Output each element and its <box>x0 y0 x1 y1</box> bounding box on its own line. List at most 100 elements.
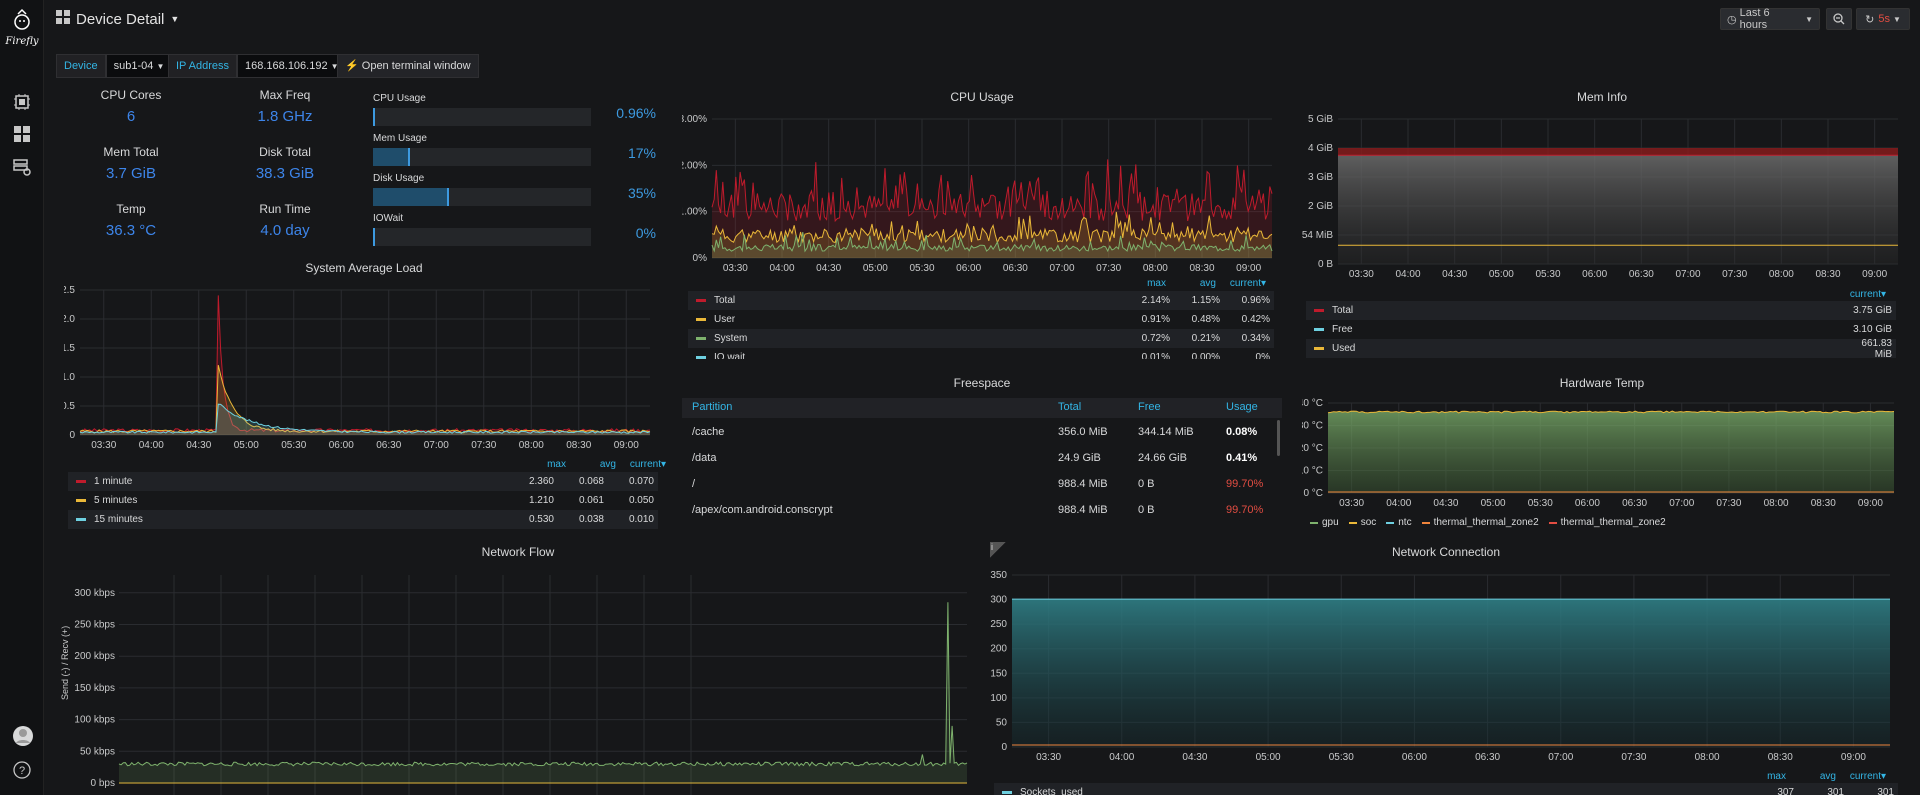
panel-info-corner[interactable] <box>990 542 1006 558</box>
legend-row[interactable]: Used 661.83 MiB <box>1306 338 1896 360</box>
stat-label: CPU Cores <box>100 88 162 102</box>
legend-col-avg: avg <box>599 459 616 470</box>
dashboard-title-text: Device Detail <box>76 10 165 28</box>
stat-value: 1.8 GHz <box>257 108 313 125</box>
legend-row[interactable]: Total 2.14% 1.15% 0.96% <box>688 291 1274 310</box>
x-tick-label: 04:00 <box>139 440 164 451</box>
x-tick-label: 03:30 <box>723 263 748 274</box>
y-tick-label: 1.5 <box>64 343 75 354</box>
gauge-fill <box>373 188 450 206</box>
legend-col-current[interactable]: current▾ <box>1849 289 1886 300</box>
y-tick-label: 0 B <box>1318 259 1333 270</box>
legend-item[interactable]: gpu <box>1310 517 1339 528</box>
hardware-temp-chart[interactable]: 0 °C 10 °C 20 °C 30 °C 40 °C 03:30 04:00 04:30 0… <box>1302 398 1900 508</box>
device-var-value[interactable]: sub1-04 ▼ <box>105 54 173 78</box>
legend-row[interactable]: User 0.91% 0.48% 0.42% <box>688 310 1274 329</box>
table-row[interactable]: / 988.4 MiB 0 B 99.70% <box>682 472 1282 498</box>
dashboard-grid-icon <box>56 10 70 28</box>
stat-label: Disk Total <box>259 145 311 159</box>
help-icon[interactable]: ? <box>12 760 32 780</box>
freespace-title[interactable]: Freespace <box>953 376 1011 390</box>
col-total[interactable]: Total <box>1058 401 1082 413</box>
table-row[interactable]: /cache 356.0 MiB 344.14 MiB 0.08% <box>682 420 1282 446</box>
legend-row[interactable]: System 0.72% 0.21% 0.34% <box>688 329 1274 348</box>
legend-swatch <box>696 356 706 359</box>
dashboard-grid-icon[interactable] <box>12 124 32 144</box>
legend-row[interactable]: IO wait 0.01% 0.00% 0% <box>688 348 1274 359</box>
ip-address-variable[interactable]: IP Address 168.168.106.192 ▼ <box>168 54 347 78</box>
series-5min-line <box>79 364 651 434</box>
legend-item[interactable]: thermal_thermal_zone2 <box>1421 517 1539 528</box>
chip-icon[interactable] <box>12 92 32 112</box>
network-flow-chart[interactable]: 0 bps 50 kbps 100 kbps 150 kbps 200 kbps 250 … <box>64 568 972 795</box>
legend-row[interactable]: Sockets_used 307 301 301 <box>994 783 1898 795</box>
legend-current: 3.10 GiB <box>1853 324 1892 335</box>
dashboard-title[interactable]: Device Detail ▼ <box>56 10 179 28</box>
cpu-usage-chart[interactable]: 0% 1.00% 2.00% 3.00% 03:30 04:00 04:30 05:00 05:… <box>682 112 1274 277</box>
y-tick-label: 0 <box>1001 742 1007 753</box>
y-tick-label: 954 MiB <box>1302 230 1333 241</box>
time-range-picker[interactable]: ◷ Last 6 hours ▼ <box>1720 7 1820 31</box>
legend-col-current[interactable]: current▾ <box>1849 771 1886 782</box>
user-avatar-icon[interactable] <box>12 725 33 746</box>
col-free[interactable]: Free <box>1138 401 1161 413</box>
cpu-usage-title[interactable]: CPU Usage <box>950 90 1014 104</box>
legend-item[interactable]: soc <box>1348 517 1376 528</box>
caret-down-icon: ▼ <box>1805 14 1813 24</box>
legend-row[interactable]: 15 minutes 0.530 0.038 0.010 <box>68 510 658 529</box>
server-settings-icon[interactable] <box>12 157 32 177</box>
legend-item[interactable]: thermal_thermal_zone2 <box>1548 517 1666 528</box>
legend-current: 0.010 <box>628 514 654 525</box>
legend-row[interactable]: Total 3.75 GiB <box>1306 301 1896 320</box>
legend-current: 0.34% <box>1241 333 1270 344</box>
y-tick-label: 150 <box>990 668 1007 679</box>
legend-row[interactable]: 1 minute 2.360 0.068 0.070 <box>68 472 658 491</box>
gauge-value: 0% <box>635 225 656 241</box>
legend-col-current[interactable]: current▾ <box>629 459 666 470</box>
zoom-out-button[interactable] <box>1826 8 1852 30</box>
refresh-interval: 5s <box>1878 13 1890 25</box>
bolt-icon: ⚡ <box>345 60 359 72</box>
open-terminal-button[interactable]: ⚡ Open terminal window <box>337 54 479 78</box>
legend-series-name: thermal_thermal_zone2 <box>1433 517 1539 528</box>
ip-var-value[interactable]: 168.168.106.192 ▼ <box>237 54 347 78</box>
load-legend: 1 minute 2.360 0.068 0.070 5 minutes 1.210 0.0… <box>68 472 658 532</box>
firefly-logo[interactable]: Firefly <box>4 8 40 47</box>
legend-swatch <box>1314 309 1324 312</box>
y-tick-label: 0% <box>693 253 708 264</box>
caret-down-icon: ▼ <box>156 62 165 71</box>
legend-col-current[interactable]: current▾ <box>1229 278 1266 289</box>
x-tick-label: 05:00 <box>863 263 888 274</box>
network-flow-title[interactable]: Network Flow <box>481 545 555 559</box>
legend-row[interactable]: 5 minutes 1.210 0.061 0.050 <box>68 491 658 510</box>
series-15min-area <box>80 404 650 435</box>
load-legend-header: max avg current▾ <box>520 459 670 470</box>
hardware-temp-title[interactable]: Hardware Temp <box>1559 376 1645 390</box>
freespace-scrollbar[interactable] <box>1277 420 1280 456</box>
legend-row[interactable]: Free 3.10 GiB <box>1306 320 1896 339</box>
legend-swatch <box>1310 521 1318 524</box>
col-partition[interactable]: Partition <box>692 401 733 413</box>
refresh-button[interactable]: ↻ 5s ▼ <box>1856 8 1910 30</box>
temp-legend: gpu soc ntc thermal_thermal_zone2 thermal_th… <box>1310 517 1666 528</box>
mem-info-title[interactable]: Mem Info <box>1576 90 1627 104</box>
x-tick-label: 04:00 <box>1386 498 1411 508</box>
mem-info-chart[interactable]: 0 B 954 MiB 2 GiB 3 GiB 4 GiB 5 GiB 03:30 04:00… <box>1302 112 1900 284</box>
network-connection-chart[interactable]: 0 50 100 150 200 250 300 350 03:30 04:00 04:30 05:0… <box>990 568 1902 763</box>
system-load-title[interactable]: System Average Load <box>305 261 423 275</box>
cell-free: 24.66 GiB <box>1138 452 1187 464</box>
system-load-chart[interactable]: 0 0.5 1.0 1.5 2.0 2.5 03:30 04:00 04:30 05:00 05:3… <box>64 283 662 455</box>
legend-series-name: Free <box>1332 324 1353 335</box>
table-row[interactable]: /apex/com.android.conscrypt 988.4 MiB 0 B 9… <box>682 498 1282 524</box>
table-row[interactable]: /data 24.9 GiB 24.66 GiB 0.41% <box>682 446 1282 472</box>
network-connection-title[interactable]: Network Connection <box>1391 545 1501 559</box>
col-usage[interactable]: Usage <box>1226 401 1258 413</box>
series-system-line <box>711 232 1273 253</box>
legend-col-max: max <box>1767 771 1786 782</box>
device-variable[interactable]: Device sub1-04 ▼ <box>56 54 173 78</box>
device-var-text: sub1-04 <box>113 60 154 72</box>
legend-item[interactable]: ntc <box>1386 517 1412 528</box>
gauge-cpu-usage: CPU Usage <box>373 93 591 126</box>
sockets-area <box>1012 599 1890 747</box>
x-tick-label: 04:00 <box>769 263 794 274</box>
